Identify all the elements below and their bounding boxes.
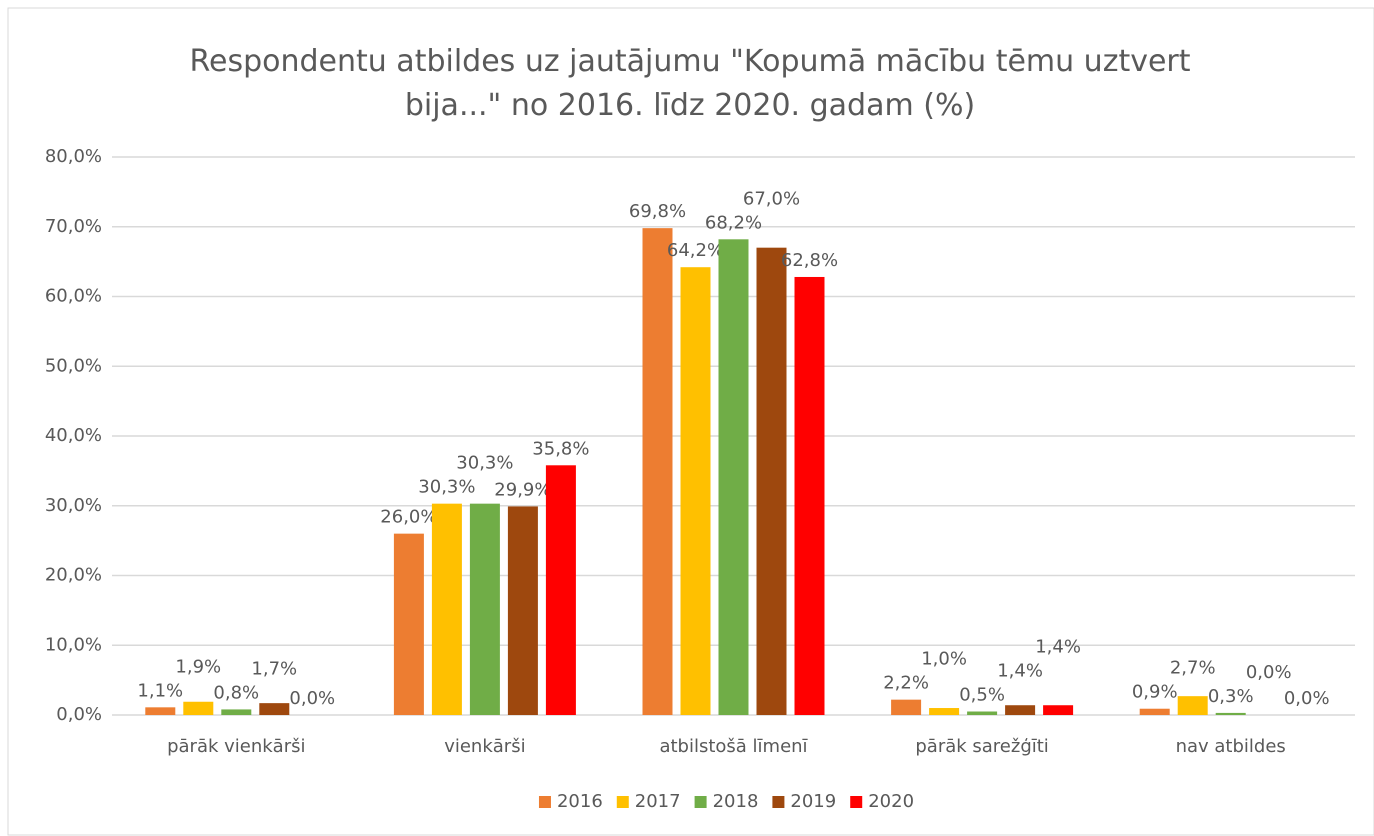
y-tick-label: 50,0% (45, 355, 102, 376)
data-label: 0,0% (1246, 662, 1292, 683)
bar (1215, 712, 1246, 715)
bar (259, 703, 290, 715)
data-label: 1,9% (175, 656, 221, 677)
data-label: 0,3% (1208, 686, 1254, 707)
bar (393, 533, 424, 715)
legend-swatch (616, 796, 629, 808)
legend-swatch (850, 796, 863, 808)
legend-label: 2017 (635, 791, 681, 812)
y-tick-label: 60,0% (45, 286, 102, 307)
y-tick-label: 20,0% (45, 565, 102, 586)
data-label: 0,8% (213, 682, 259, 703)
data-label: 0,0% (1284, 688, 1330, 709)
bar (507, 506, 538, 715)
bar (891, 699, 922, 715)
data-label: 30,3% (418, 477, 475, 498)
bar (718, 239, 749, 715)
legend-label: 2019 (790, 791, 836, 812)
bar (1043, 705, 1074, 715)
bar (929, 708, 960, 715)
data-label: 26,0% (380, 507, 437, 528)
data-label: 62,8% (781, 250, 838, 271)
data-label: 35,8% (532, 438, 589, 459)
bar (1177, 696, 1208, 715)
data-label: 1,7% (251, 658, 297, 679)
x-tick-label: pārāk vienkārši (167, 736, 305, 757)
data-label: 1,4% (1035, 637, 1081, 658)
bar (1139, 708, 1170, 715)
bar (145, 707, 176, 715)
legend-swatch (772, 796, 785, 808)
legend-swatch (694, 796, 707, 808)
legend-label: 2020 (868, 791, 914, 812)
chart-title: Respondentu atbildes uz jautājumu "Kopum… (189, 44, 1191, 123)
data-label: 2,2% (883, 673, 929, 694)
data-label: 1,1% (137, 680, 183, 701)
x-tick-label: nav atbildes (1176, 736, 1286, 757)
legend-label: 2018 (713, 791, 759, 812)
y-tick-label: 0,0% (56, 704, 102, 725)
bar (642, 228, 673, 715)
y-tick-label: 70,0% (45, 216, 102, 237)
data-label: 0,5% (959, 685, 1005, 706)
bar (680, 267, 711, 715)
x-tick-label: vienkārši (444, 736, 525, 757)
bar (545, 465, 576, 715)
bar (431, 503, 462, 715)
y-tick-label: 10,0% (45, 634, 102, 655)
y-tick-label: 40,0% (45, 425, 102, 446)
bar (221, 709, 252, 715)
data-label: 0,0% (289, 688, 335, 709)
bar (794, 276, 825, 715)
data-label: 2,7% (1170, 658, 1216, 679)
x-tick-label: pārāk sarežģīti (915, 736, 1048, 757)
y-tick-label: 30,0% (45, 495, 102, 516)
bar (469, 503, 500, 715)
bar (183, 701, 214, 715)
data-label: 67,0% (743, 188, 800, 209)
bar (756, 247, 787, 716)
legend-label: 2016 (557, 791, 603, 812)
data-label: 0,9% (1132, 682, 1178, 703)
x-tick-label: atbilstošā līmenī (659, 736, 808, 757)
data-label: 1,4% (997, 661, 1043, 682)
data-label: 64,2% (667, 240, 724, 261)
y-tick-label: 80,0% (45, 146, 102, 167)
data-label: 30,3% (456, 453, 513, 474)
data-label: 69,8% (629, 201, 686, 222)
bar (967, 711, 998, 715)
legend-swatch (538, 796, 551, 808)
data-label: 29,9% (494, 479, 551, 500)
data-label: 1,0% (921, 649, 967, 670)
bar (1005, 705, 1036, 715)
data-label: 68,2% (705, 212, 762, 233)
